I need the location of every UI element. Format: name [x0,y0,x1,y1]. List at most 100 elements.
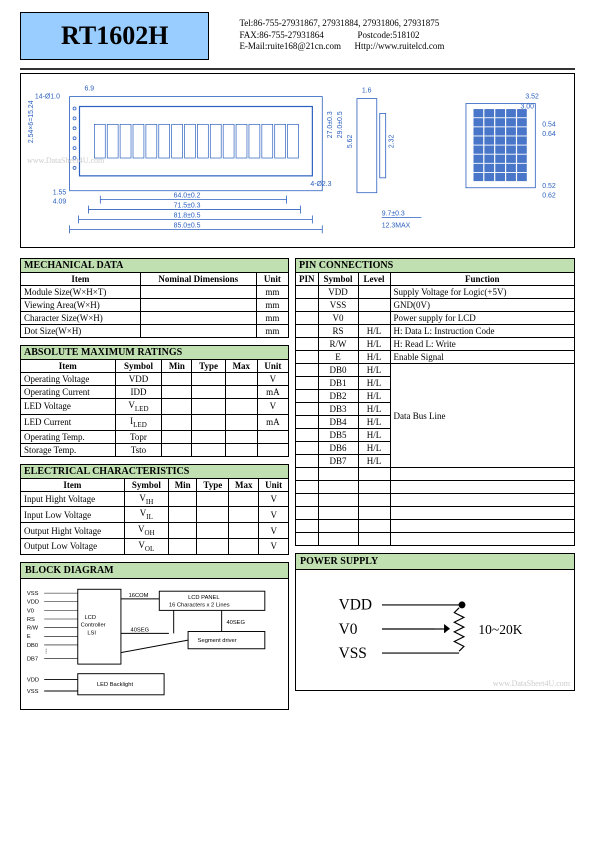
table-row: Operating CurrentIDDmA [21,386,289,399]
svg-text:71.5±0.3: 71.5±0.3 [174,203,201,210]
svg-text:0.64: 0.64 [542,131,556,138]
svg-text:27.0±0.3: 27.0±0.3 [327,111,334,138]
svg-text:3.52: 3.52 [525,94,539,101]
svg-text:9.7±0.3: 9.7±0.3 [382,210,405,217]
svg-text:VSS: VSS [27,689,39,695]
table-row: LED VoltageVLEDV [21,399,289,415]
svg-text:1.55: 1.55 [53,190,67,197]
absmax-title: ABSOLUTE MAXIMUM RATINGS [21,346,289,360]
svg-text:64.0±0.2: 64.0±0.2 [174,193,201,200]
table-row [296,481,575,494]
table-row: Output Low VoltageVOLV [21,538,289,554]
svg-text:29.0±0.5: 29.0±0.5 [337,111,344,138]
svg-text:10~20K: 10~20K [478,622,522,637]
svg-text:4-Ø2.3: 4-Ø2.3 [310,181,331,188]
power-supply-title: POWER SUPPLY [296,554,574,570]
table-row: VSSGND(0V) [296,299,575,312]
title-box: RT1602H [20,12,209,60]
svg-text:VSS: VSS [339,645,367,662]
svg-text:LED Backlight: LED Backlight [97,682,134,688]
svg-text:VDD: VDD [339,597,372,614]
svg-text:RS: RS [27,617,35,623]
contact-url: Http://www.ruitelcd.com [354,41,444,51]
drawing-frame: 6.9 14-Ø1.0 2.54×6=15.24 1.55 4.09 64.0±… [20,73,575,248]
svg-text:2.54×6=15.24: 2.54×6=15.24 [28,100,35,143]
electrical-table: ELECTRICAL CHARACTERISTICS Item Symbol M… [20,464,289,555]
power-supply-body: VDD V0 VSS [296,570,574,690]
table-row: EH/LEnable Signal [296,351,575,364]
svg-text:R/W: R/W [27,625,39,631]
table-row: RSH/LH: Data L: Instruction Code [296,325,575,338]
table-row: Viewing Area(W×H)mm [21,299,289,312]
power-supply-frame: POWER SUPPLY VDD V0 VSS [295,553,575,691]
pins-table: PIN CONNECTIONS PIN Symbol Level Functio… [295,258,575,546]
pins-title: PIN CONNECTIONS [296,259,575,273]
table-row: Character Size(W×H)mm [21,312,289,325]
table-row [296,533,575,546]
contact-fax: FAX:86-755-27931864 [239,30,323,40]
svg-text:DB7: DB7 [27,656,38,662]
svg-text:Segment driver: Segment driver [198,638,237,644]
contact-postcode: Postcode:518102 [358,30,420,40]
block-diagram-body: VSS VDD V0 RS R/W E DB0 DB7 [21,579,288,709]
table-row: Module Size(W×H×T)mm [21,286,289,299]
svg-text:0.62: 0.62 [542,193,556,200]
svg-text:3.00: 3.00 [520,103,534,110]
mechanical-table: MECHANICAL DATA Item Nominal Dimensions … [20,258,289,338]
svg-text:85.0±0.5: 85.0±0.5 [174,222,201,229]
divider [20,68,575,70]
block-diagram-frame: BLOCK DIAGRAM VSS VDD V0 RS R/W E DB0 DB7 [20,562,289,710]
table-row: V0Power supply for LCD [296,312,575,325]
svg-text:16COM: 16COM [129,593,149,599]
svg-text:0.54: 0.54 [542,121,556,128]
table-row: DB0H/LData Bus Line [296,364,575,377]
table-row [296,494,575,507]
svg-text:VDD: VDD [27,677,39,683]
technical-drawing: 6.9 14-Ø1.0 2.54×6=15.24 1.55 4.09 64.0±… [25,78,570,243]
table-row: Output Hight VoltageVOHV [21,523,289,539]
table-row: Operating Temp.Topr [21,430,289,443]
svg-text:VDD: VDD [27,599,39,605]
table-row [296,507,575,520]
svg-text:81.8±0.5: 81.8±0.5 [174,212,201,219]
svg-text:40SEG: 40SEG [226,620,245,626]
table-row: Input Hight VoltageVIHV [21,491,289,507]
svg-text:LCD PANEL: LCD PANEL [188,595,220,601]
power-supply-svg: VDD V0 VSS [300,574,570,684]
table-row: Dot Size(W×H)mm [21,325,289,338]
svg-text:V0: V0 [27,608,34,614]
svg-text:40SEG: 40SEG [131,627,150,633]
svg-text:LCD: LCD [84,615,96,621]
svg-text:0.52: 0.52 [542,183,556,190]
svg-text:E: E [27,634,31,640]
table-row [296,468,575,481]
contact-tel: Tel:86-755-27931867, 27931884, 27931806,… [239,18,444,30]
table-row [296,520,575,533]
svg-text:12.3MAX: 12.3MAX [382,222,411,229]
svg-text:4.09: 4.09 [53,199,67,206]
svg-text:Controller: Controller [81,622,106,628]
absmax-table: ABSOLUTE MAXIMUM RATINGS Item Symbol Min… [20,345,289,457]
electrical-title: ELECTRICAL CHARACTERISTICS [21,464,289,478]
svg-text:14-Ø1.0: 14-Ø1.0 [35,94,60,101]
svg-text:1.6: 1.6 [362,88,372,95]
contact-info: Tel:86-755-27931867, 27931884, 27931806,… [239,12,444,53]
svg-text:V0: V0 [339,621,358,638]
block-diagram-svg: VSS VDD V0 RS R/W E DB0 DB7 [25,583,284,703]
table-row: Input Low VoltageVILV [21,507,289,523]
svg-text:VSS: VSS [27,591,39,597]
table-row: VDDSupply Voltage for Logic(+5V) [296,286,575,299]
page-title: RT1602H [61,21,168,51]
svg-text:2.32: 2.32 [389,134,396,148]
table-row: R/WH/LH: Read L: Write [296,338,575,351]
svg-text:16 Characters x 2 Lines: 16 Characters x 2 Lines [169,602,230,608]
watermark: www.DataSheet4U.com [493,679,570,688]
svg-text:DB0: DB0 [27,643,38,649]
drawing-svg: 6.9 14-Ø1.0 2.54×6=15.24 1.55 4.09 64.0±… [25,78,570,243]
svg-text:5.62: 5.62 [347,134,354,148]
watermark: www.DataSheet4U.com [27,156,104,165]
contact-email: E-Mail:ruite168@21cn.com [239,41,341,51]
svg-text:LSI: LSI [87,630,96,636]
table-row: LED CurrentILEDmA [21,414,289,430]
block-diagram-title: BLOCK DIAGRAM [21,563,288,579]
